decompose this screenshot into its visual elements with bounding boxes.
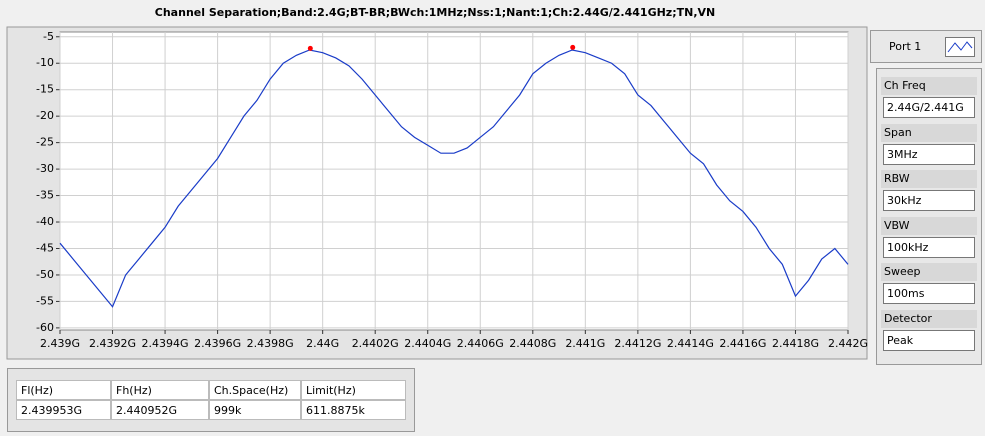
plot-area — [59, 31, 849, 331]
x-tick-label: 2.4404G — [404, 337, 451, 350]
result-table: Fl(Hz) Fh(Hz) Ch.Space(Hz) Limit(Hz) 2.43995… — [7, 368, 415, 432]
setting-value: 30kHz — [883, 190, 975, 211]
setting-value: 100ms — [883, 283, 975, 304]
y-tick-label: -40 — [36, 215, 54, 228]
y-tick-label: -25 — [36, 136, 54, 149]
table-cell: 611.8875k — [301, 400, 406, 420]
setting-label: Span — [881, 123, 977, 142]
setting-label: Detector — [881, 309, 977, 328]
y-tick-label: -55 — [36, 294, 54, 307]
x-tick-label: 2.44G — [306, 337, 339, 350]
setting-value: 2.44G/2.441G — [883, 97, 975, 118]
table-header: Fl(Hz) — [16, 380, 111, 400]
x-tick-label: 2.4408G — [509, 337, 556, 350]
x-tick-label: 2.442G — [828, 337, 868, 350]
setting-value: Peak — [883, 329, 975, 351]
y-tick-label: -15 — [36, 83, 54, 96]
table-cell: 2.440952G — [111, 400, 209, 420]
settings-panel: Ch Freq 2.44G/2.441G Span 3MHz RBW 30kHz VBW 10… — [876, 68, 982, 365]
spectrum-line — [59, 49, 849, 308]
setting-label: VBW — [881, 216, 977, 235]
peak-marker — [570, 44, 576, 50]
x-tick-label: 2.4398G — [247, 337, 294, 350]
y-tick-label: -5 — [43, 30, 54, 43]
x-tick-label: 2.4418G — [772, 337, 819, 350]
table-header: Ch.Space(Hz) — [209, 380, 301, 400]
x-tick-label: 2.4392G — [89, 337, 136, 350]
table-cell: 2.439953G — [16, 400, 111, 420]
setting-label: Sweep — [881, 263, 977, 281]
x-tick-label: 2.4416G — [719, 337, 766, 350]
setting-value: 3MHz — [883, 143, 975, 165]
table-header: Limit(Hz) — [301, 380, 406, 400]
x-tick-label: 2.4412G — [614, 337, 661, 350]
y-tick-label: -35 — [36, 189, 54, 202]
peak-marker — [307, 45, 313, 51]
x-tick-label: 2.4394G — [142, 337, 189, 350]
x-tick-label: 2.4402G — [352, 337, 399, 350]
x-tick-label: 2.4396G — [194, 337, 241, 350]
chart: Channel Separation;Band:2.4G;BT-BR;BWch:… — [6, 6, 868, 360]
setting-value: 100kHz — [883, 236, 975, 258]
port-icon — [945, 37, 975, 57]
chart-title: Channel Separation;Band:2.4G;BT-BR;BWch:… — [155, 6, 715, 19]
y-tick-label: -50 — [36, 268, 54, 281]
x-tick-label: 2.441G — [565, 337, 605, 350]
port-label: Port 1 — [889, 40, 922, 53]
y-tick-label: -30 — [36, 162, 54, 175]
port-selector[interactable]: Port 1 — [870, 30, 982, 63]
setting-label: RBW — [881, 170, 977, 188]
y-tick-label: -60 — [36, 321, 54, 334]
table-header: Fh(Hz) — [111, 380, 209, 400]
x-tick-label: 2.439G — [40, 337, 80, 350]
y-tick-label: -20 — [36, 109, 54, 122]
setting-label: Ch Freq — [881, 77, 977, 95]
table-cell: 999k — [209, 400, 301, 420]
x-tick-label: 2.4406G — [457, 337, 504, 350]
y-tick-label: -45 — [36, 241, 54, 254]
y-tick-label: -10 — [36, 56, 54, 69]
x-tick-label: 2.4414G — [667, 337, 714, 350]
